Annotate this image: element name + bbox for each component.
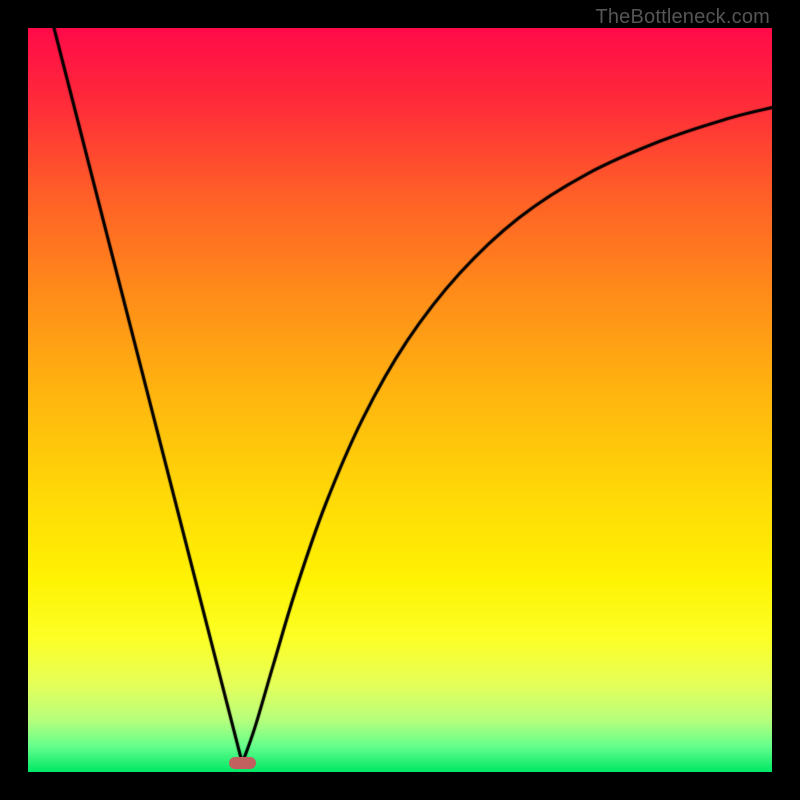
plot-area bbox=[28, 28, 772, 772]
optimal-point-marker bbox=[229, 757, 256, 769]
watermark-text: TheBottleneck.com bbox=[595, 6, 770, 29]
bottleneck-curve bbox=[28, 28, 772, 772]
